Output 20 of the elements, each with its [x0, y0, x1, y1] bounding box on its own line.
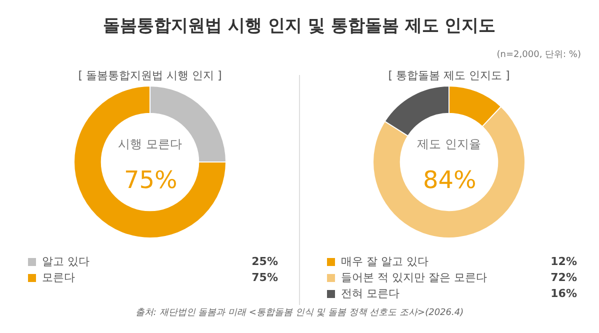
- text: 제도 인지율: [417, 137, 481, 151]
- legend-label: 들어본 적 있지만 잘은 모른다: [341, 270, 487, 286]
- data-label: 75%: [252, 270, 278, 286]
- chart-title: 돌봄통합지원법 시행 인지 및 통합돌봄 제도 인지도: [102, 15, 497, 37]
- legend-label: 모른다: [42, 270, 75, 286]
- legend-label: 전혀 모른다: [341, 286, 400, 302]
- legend-label: 매우 잘 알고 있다: [341, 254, 428, 270]
- chart-subtitle: [ 돌봄통합지원법 시행 인지 ]: [77, 68, 223, 83]
- data-label: 25%: [252, 254, 278, 270]
- source-note: 출처: 재단법인 돌봄과 미래 <통합돌봄 인식 및 돌봄 정책 선호도 조사>(2026.4): [134, 307, 465, 319]
- data-label: 12%: [550, 254, 577, 270]
- text: 84%: [423, 166, 476, 194]
- text: 시행 모른다: [118, 137, 182, 151]
- legend-label: 알고 있다: [42, 254, 90, 270]
- text: (n=2,000, 단위: %): [496, 49, 581, 61]
- data-label: 16%: [550, 286, 577, 302]
- donut-slice: [74, 86, 226, 238]
- data-label: 72%: [550, 270, 577, 286]
- text: 75%: [124, 166, 178, 194]
- chart-subtitle: [ 통합돌봄 제도 인지도 ]: [387, 68, 511, 83]
